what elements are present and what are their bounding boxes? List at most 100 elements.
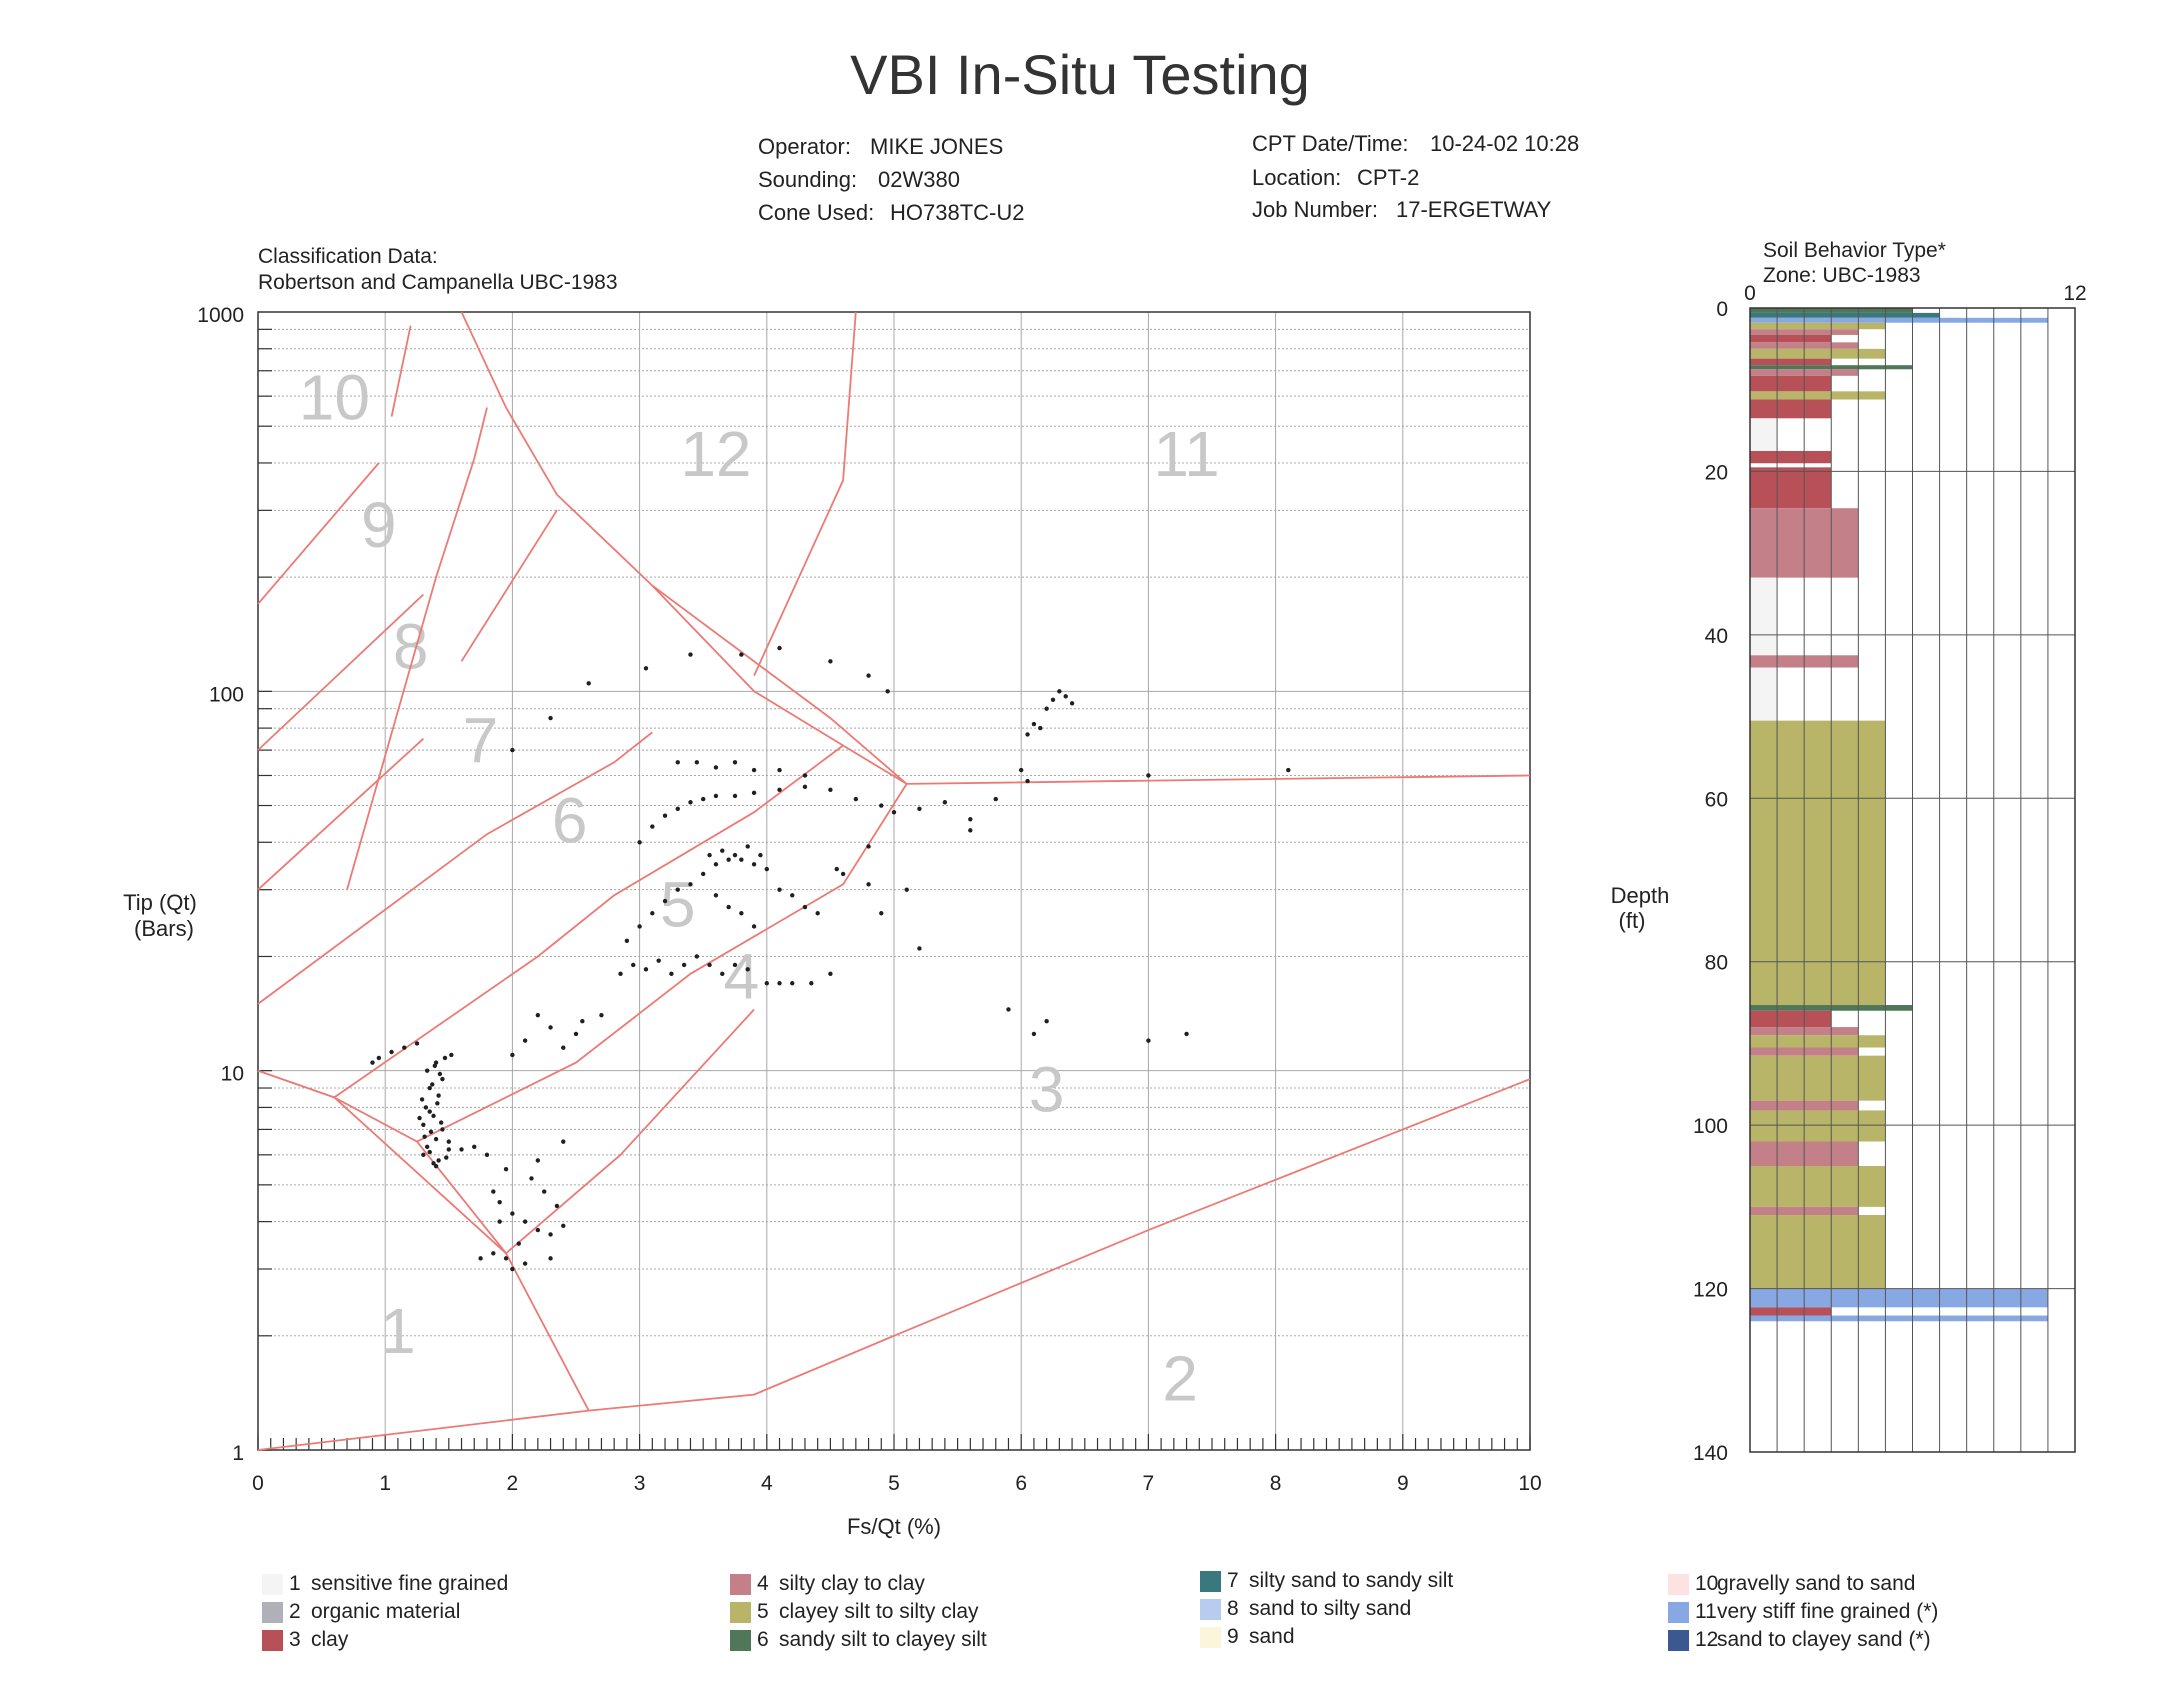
soil-layer <box>1750 1010 1832 1028</box>
legend-item: 6 sandy silt to clayey silt <box>730 1628 987 1656</box>
data-point <box>624 938 630 943</box>
legend-swatch <box>1668 1629 1689 1651</box>
data-point <box>535 1158 541 1163</box>
x-tick-label: 3 <box>634 1472 646 1495</box>
soil-layer <box>1750 334 1832 343</box>
data-point <box>414 1041 420 1046</box>
data-point <box>809 981 814 986</box>
legend-item: 7 silty sand to sandy silt <box>1200 1569 1453 1597</box>
soil-layer <box>1750 348 1886 359</box>
legend-label: clayey silt to silty clay <box>779 1600 979 1623</box>
data-point <box>497 1219 502 1224</box>
data-point <box>840 871 846 877</box>
zone-boundary <box>257 462 380 605</box>
data-point <box>1286 767 1291 773</box>
data-point <box>968 828 973 833</box>
zone-boundary <box>651 584 908 785</box>
data-point <box>751 790 757 796</box>
data-point <box>421 1152 426 1158</box>
data-point <box>732 793 738 799</box>
data-point <box>422 1134 427 1139</box>
strip-frame <box>1749 307 2076 1453</box>
soil-layer <box>1750 1035 1886 1048</box>
data-point <box>548 1256 553 1261</box>
classification-line1: Classification Data: <box>258 245 438 268</box>
data-point <box>427 1149 432 1155</box>
depth-axis-label: Depth <box>1611 883 1670 908</box>
data-point <box>510 1266 515 1272</box>
legend-number: 1 <box>289 1572 301 1595</box>
operator-value: MIKE JONES <box>870 134 1004 159</box>
legend-swatch <box>730 1573 751 1595</box>
data-point <box>669 971 674 977</box>
data-point <box>446 1139 451 1144</box>
data-point <box>435 1101 440 1106</box>
data-point <box>828 787 833 793</box>
data-point <box>370 1060 375 1065</box>
data-point <box>542 1189 547 1194</box>
data-point <box>561 1223 566 1228</box>
data-point <box>1044 706 1049 711</box>
data-point <box>561 1139 566 1144</box>
soil-layer <box>1750 451 1832 464</box>
data-point <box>675 760 680 765</box>
data-point <box>720 848 725 853</box>
zone-boundary <box>416 783 908 1143</box>
zone-label: 5 <box>660 868 696 940</box>
depth-tick-label: 60 <box>1705 788 1728 811</box>
data-point <box>917 946 922 951</box>
data-point <box>491 1189 496 1194</box>
legend-item: 4 silty clay to clay <box>730 1572 925 1600</box>
data-point <box>449 1052 454 1058</box>
data-point <box>707 962 712 968</box>
legend-label: silty sand to sandy silt <box>1249 1569 1454 1592</box>
data-point <box>707 852 712 858</box>
data-point <box>790 981 795 986</box>
operator-label: Operator: <box>758 134 851 159</box>
data-point <box>510 747 515 753</box>
legend-label: gravelly sand to sand <box>1717 1572 1916 1595</box>
data-point <box>516 1241 521 1246</box>
legend-number: 2 <box>289 1600 301 1623</box>
data-point <box>1069 701 1075 706</box>
soil-layer <box>1750 667 1778 721</box>
strip-subtitle: Zone: UBC-1983 <box>1763 264 1921 287</box>
zone-label: 9 <box>361 489 397 561</box>
data-point <box>739 857 744 862</box>
data-point <box>732 760 738 765</box>
data-point <box>484 1152 490 1158</box>
zone-boundary <box>460 311 1531 785</box>
data-point <box>802 773 808 778</box>
legend-item: 1 sensitive fine grained <box>262 1572 508 1600</box>
data-point <box>491 1251 496 1256</box>
zone-label: 4 <box>724 940 760 1012</box>
zone-boundary <box>333 744 844 1099</box>
data-point <box>650 911 655 916</box>
x-tick-label: 5 <box>888 1472 900 1495</box>
sounding-label: Sounding: <box>758 167 858 192</box>
data-point <box>522 1261 528 1266</box>
legend-number: 11 <box>1695 1600 1717 1623</box>
data-point <box>497 1200 502 1205</box>
data-point <box>1050 697 1056 702</box>
zone-label: 12 <box>680 418 751 490</box>
data-point <box>431 1161 436 1166</box>
data-point <box>815 911 820 916</box>
data-point <box>1031 721 1037 727</box>
legend-swatch <box>262 1601 283 1623</box>
data-point <box>427 1109 432 1114</box>
strip-title: Soil Behavior Type* <box>1763 239 1946 262</box>
page-title: VBI In-Situ Testing <box>850 43 1310 106</box>
legend-label: very stiff fine grained (*) <box>1717 1600 1939 1623</box>
data-point <box>764 981 769 986</box>
data-point <box>726 857 731 862</box>
data-point <box>891 810 897 815</box>
data-point <box>428 1129 434 1134</box>
data-point <box>866 673 871 678</box>
legend-swatch <box>1668 1601 1689 1623</box>
zone-boundary <box>257 593 425 751</box>
data-point <box>713 893 719 898</box>
data-point <box>432 1063 438 1068</box>
data-point <box>430 1082 435 1087</box>
data-point <box>993 796 998 802</box>
